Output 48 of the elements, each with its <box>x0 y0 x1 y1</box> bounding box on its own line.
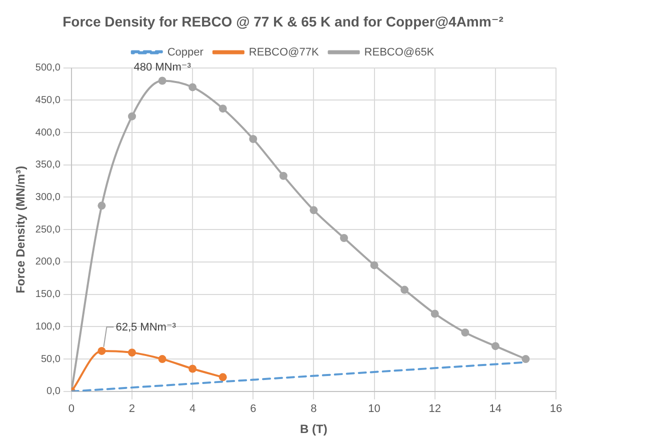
x-tick-label: 8 <box>310 403 317 416</box>
point <box>310 206 318 214</box>
point <box>158 76 166 85</box>
point <box>279 172 288 180</box>
y-tick-label: 50,0 <box>40 354 61 365</box>
x-axis-title: B (T) <box>300 422 328 436</box>
x-tick-label: 4 <box>190 403 196 416</box>
y-tick-label: 0,0 <box>46 386 61 398</box>
y-tick-label: 500,0 <box>35 62 61 74</box>
point <box>400 286 409 294</box>
x-tick-label: 2 <box>128 403 136 416</box>
point <box>491 342 500 350</box>
x-tick-label: 16 <box>550 403 562 416</box>
y-tick-label: 400,0 <box>35 127 61 138</box>
point <box>98 202 106 210</box>
annotation: 480 MNm⁻³ <box>134 61 192 74</box>
point <box>188 83 197 92</box>
y-tick-label: 300,0 <box>35 192 61 203</box>
y-axis-title: Force Density (MN/m³) <box>14 166 28 294</box>
point <box>430 310 439 318</box>
legend-label: Copper <box>167 46 204 58</box>
y-tick-label: 100,0 <box>35 321 61 332</box>
point <box>461 328 470 337</box>
y-tick-label: 200,0 <box>35 256 61 268</box>
x-tick-label: 14 <box>489 403 502 416</box>
point <box>340 234 348 242</box>
y-tick-label: 150,0 <box>35 289 61 300</box>
point <box>218 104 227 113</box>
point <box>128 112 136 120</box>
legend-label: REBCO@77K <box>248 46 320 58</box>
point <box>98 346 106 355</box>
y-tick-label: 350,0 <box>35 160 61 171</box>
point <box>522 355 530 364</box>
annotation: 62,5 MNm⁻³ <box>116 321 176 334</box>
point <box>158 355 166 364</box>
point <box>249 134 258 143</box>
point <box>128 348 136 357</box>
y-tick-label: 450,0 <box>35 94 61 106</box>
x-tick-label: 12 <box>428 403 441 416</box>
x-tick-label: 0 <box>68 403 74 416</box>
x-tick-label: 10 <box>368 403 380 416</box>
point <box>188 364 197 373</box>
y-tick-label: 250,0 <box>35 224 61 236</box>
point <box>370 261 378 270</box>
point <box>218 373 227 382</box>
legend-label: REBCO@65K <box>364 46 435 58</box>
chart-title: Force Density for REBCO @ 77 K & 65 K and for Copper@4Amm⁻² <box>62 13 504 30</box>
x-tick-label: 6 <box>250 403 256 416</box>
